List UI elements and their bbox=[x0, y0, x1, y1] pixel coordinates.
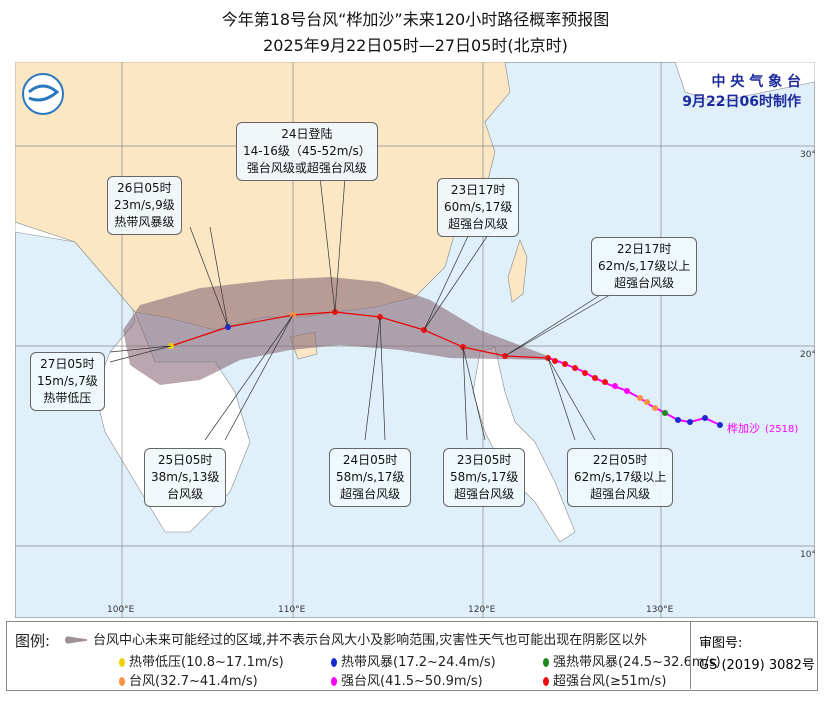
track-point bbox=[687, 419, 693, 425]
legend-item-label: 热带风暴(17.2~24.4m/s) bbox=[341, 655, 496, 670]
land-japan bbox=[674, 62, 815, 103]
annotation-level: 台风级 bbox=[167, 487, 204, 501]
land-taiwan bbox=[507, 239, 528, 303]
forecast-annotation: 23日17时 60m/s,17级 超强台风级 bbox=[437, 178, 520, 237]
map-title: 今年第18号台风“桦加沙”未来120小时路径概率预报图 bbox=[221, 10, 610, 29]
annotation-leaders bbox=[109, 176, 616, 441]
annotation-speed: 62m/s,17级以上 bbox=[598, 259, 691, 273]
forecast-annotation: 27日05时 15m/s,7级 热带低压 bbox=[30, 352, 105, 411]
track-point bbox=[652, 405, 658, 411]
forecast-annotation: 25日05时 38m/s,13级 台风级 bbox=[144, 448, 227, 507]
intensity-dot-icon bbox=[119, 658, 125, 667]
annotation-level: 超强台风级 bbox=[340, 487, 401, 501]
cone-icon bbox=[65, 636, 87, 644]
legend-title: 图例: bbox=[15, 632, 51, 650]
track-point bbox=[702, 415, 708, 421]
annotation-level: 超强台风级 bbox=[448, 217, 509, 231]
lon-label: 110°E bbox=[278, 605, 306, 615]
forecast-annotation: 22日05时 62m/s,17级以上 超强台风级 bbox=[567, 448, 674, 507]
typhoon-name: 桦加沙 bbox=[727, 421, 760, 435]
annotation-time: 23日05时 bbox=[456, 453, 512, 467]
legend-item-label: 超强台风(≥51m/s) bbox=[553, 674, 667, 689]
annotation-time: 22日05时 bbox=[592, 453, 648, 467]
track-point bbox=[717, 422, 723, 428]
approval-block: 审图号: GS (2019) 3082号 bbox=[690, 621, 816, 689]
annotation-speed: 23m/s,9级 bbox=[114, 198, 175, 212]
lon-label: 120°E bbox=[468, 605, 496, 615]
annotation-level: 热带低压 bbox=[43, 391, 92, 405]
lat-label: 20°N bbox=[800, 350, 815, 360]
legend-cone-text: 台风中心未来可能经过的区域,并不表示台风大小及影响范围,灾害性天气也可能出现在阴… bbox=[93, 633, 648, 648]
annotation-level: 强台风级或超强台风级 bbox=[246, 161, 367, 175]
forecast-annotation: 23日05时 58m/s,17级 超强台风级 bbox=[443, 448, 526, 507]
annotation-level: 超强台风级 bbox=[614, 276, 675, 290]
track-point bbox=[637, 395, 643, 401]
cma-logo bbox=[22, 73, 64, 115]
annotation-time: 22日17时 bbox=[616, 242, 672, 256]
intensity-dot-icon bbox=[543, 677, 549, 686]
track-point bbox=[662, 410, 668, 416]
legend: 图例: 台风中心未来可能经过的区域,并不表示台风大小及影响范围,灾害性天气也可能… bbox=[6, 621, 818, 691]
legend-item-label: 强台风(41.5~50.9m/s) bbox=[341, 674, 483, 689]
track-point bbox=[612, 383, 618, 389]
annotation-speed: 60m/s,17级 bbox=[444, 200, 513, 214]
track-point bbox=[675, 417, 681, 423]
land-philippines bbox=[472, 346, 576, 543]
track-point bbox=[562, 361, 568, 367]
lat-label: 10°N bbox=[800, 550, 815, 560]
legend-item: 台风(32.7~41.4m/s) bbox=[119, 670, 258, 689]
intensity-dot-icon bbox=[331, 658, 337, 667]
agency-block: 中 央 气 象 台 9月22日06时制作 bbox=[682, 72, 801, 112]
track-point bbox=[572, 365, 578, 371]
intensity-dot-icon bbox=[119, 677, 125, 686]
legend-item: 强台风(41.5~50.9m/s) bbox=[331, 670, 483, 689]
legend-item: 热带风暴(17.2~24.4m/s) bbox=[331, 651, 496, 670]
approval-number: GS (2019) 3082号 bbox=[699, 658, 815, 673]
lon-label: 100°E bbox=[107, 605, 135, 615]
map-subtitle: 2025年9月22日05时—27日05时(北京时) bbox=[263, 36, 568, 55]
track-point bbox=[644, 399, 650, 405]
lat-label: 30°N bbox=[800, 150, 815, 160]
track-point bbox=[592, 375, 598, 381]
legend-item: 热带低压(10.8~17.1m/s) bbox=[119, 651, 284, 670]
intensity-dot-icon bbox=[543, 658, 549, 667]
legend-item-label: 强热带风暴(24.5~32.6m/s) bbox=[553, 655, 721, 670]
track-point bbox=[602, 379, 608, 385]
annotation-time: 27日05时 bbox=[40, 357, 95, 371]
annotation-speed: 62m/s,17级以上 bbox=[574, 470, 667, 484]
annotation-time: 23日17时 bbox=[450, 183, 506, 197]
track-point bbox=[624, 388, 630, 394]
annotation-time: 24日登陆 bbox=[281, 127, 333, 141]
annotation-speed: 14-16级（45-52m/s） bbox=[243, 144, 371, 158]
annotation-level: 超强台风级 bbox=[590, 487, 651, 501]
forecast-annotation: 22日17时 62m/s,17级以上 超强台风级 bbox=[591, 237, 698, 296]
forecast-annotation: 26日05时 23m/s,9级 热带风暴级 bbox=[107, 176, 182, 235]
probability-cone bbox=[123, 277, 548, 385]
legend-item: 超强台风(≥51m/s) bbox=[543, 670, 666, 689]
agency-name: 中 央 气 象 台 bbox=[711, 74, 802, 90]
legend-item-label: 台风(32.7~41.4m/s) bbox=[129, 674, 258, 689]
annotation-time: 26日05时 bbox=[117, 181, 172, 195]
annotation-speed: 38m/s,13级 bbox=[151, 470, 220, 484]
annotation-speed: 15m/s,7级 bbox=[37, 374, 98, 388]
track-point bbox=[552, 358, 558, 364]
forecast-annotation: 24日05时 58m/s,17级 超强台风级 bbox=[329, 448, 412, 507]
legend-item-label: 热带低压(10.8~17.1m/s) bbox=[129, 655, 284, 670]
forecast-annotation: 24日登陆 14-16级（45-52m/s） 强台风级或超强台风级 bbox=[236, 122, 378, 181]
annotation-speed: 58m/s,17级 bbox=[336, 470, 405, 484]
annotation-time: 24日05时 bbox=[342, 453, 398, 467]
annotation-time: 25日05时 bbox=[157, 453, 213, 467]
approval-label: 审图号: bbox=[699, 636, 743, 651]
typhoon-map: 100°E 110°E 120°E 130°E 30°N 20°N 10°N 桦… bbox=[15, 62, 815, 618]
annotation-level: 超强台风级 bbox=[454, 487, 515, 501]
annotation-speed: 58m/s,17级 bbox=[450, 470, 519, 484]
legend-item: 强热带风暴(24.5~32.6m/s) bbox=[543, 651, 721, 670]
intensity-dot-icon bbox=[331, 677, 337, 686]
typhoon-code: (2518) bbox=[765, 424, 798, 435]
issue-time: 9月22日06时制作 bbox=[682, 94, 801, 110]
annotation-level: 热带风暴级 bbox=[114, 215, 175, 229]
lon-label: 130°E bbox=[646, 605, 674, 615]
track-point bbox=[582, 370, 588, 376]
